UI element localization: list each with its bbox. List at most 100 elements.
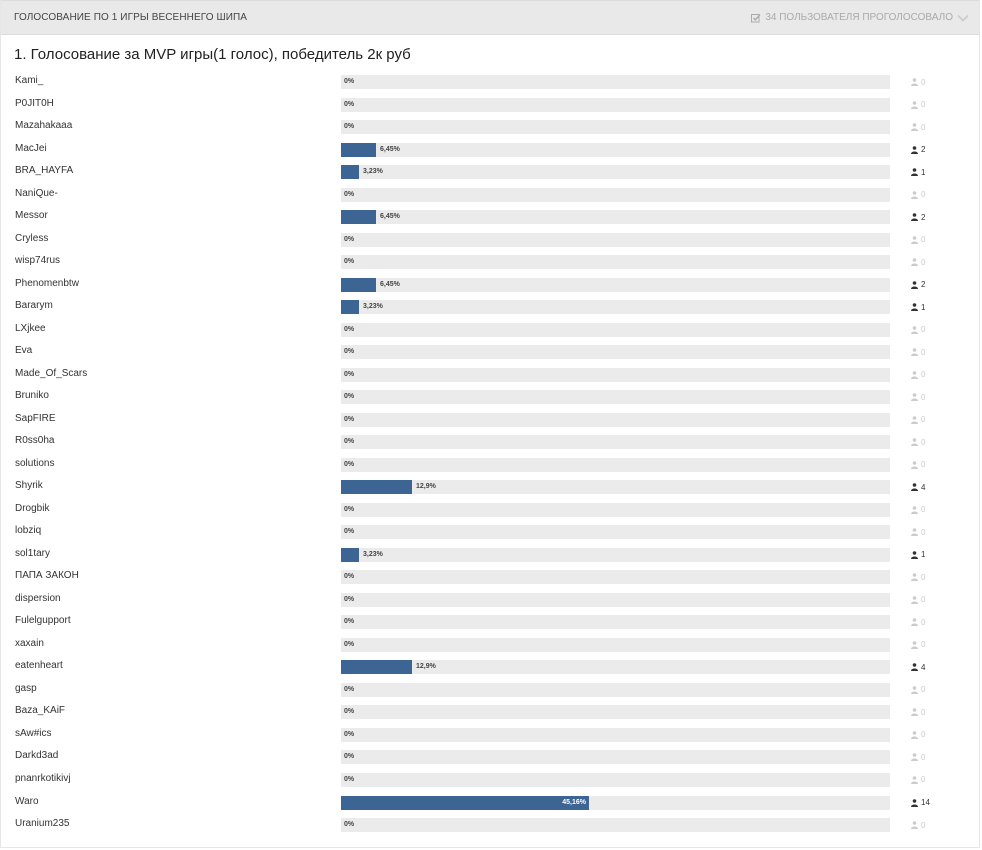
vote-count: 0 <box>911 773 925 787</box>
user-icon <box>911 460 918 469</box>
progress-bar: 0% <box>341 367 890 382</box>
vote-count-value: 4 <box>921 482 926 492</box>
progress-bar: 0% <box>341 727 890 742</box>
poll-option: Messor 6,45% 2 <box>1 207 979 230</box>
option-label: Waro <box>15 795 39 807</box>
progress-bar: 0% <box>341 120 890 135</box>
poll-option: lobziq 0% 0 <box>1 522 979 545</box>
user-icon <box>911 190 918 199</box>
user-icon <box>911 348 918 357</box>
vote-count-value: 0 <box>921 640 926 650</box>
poll-option: Shyrik 12,9% 4 <box>1 477 979 500</box>
vote-count-value: 0 <box>921 392 926 402</box>
progress-bar: 0% <box>341 345 890 360</box>
progress-bar: 0% <box>341 750 890 765</box>
vote-count: 4 <box>911 480 925 494</box>
poll-option: Phenomenbtw 6,45% 2 <box>1 275 979 298</box>
percent-label: 0% <box>344 78 355 85</box>
poll-option: LXjkee 0% 0 <box>1 320 979 343</box>
user-icon <box>911 438 918 447</box>
poll-option: Fulelgupport 0% 0 <box>1 612 979 635</box>
voters-summary: 34 ПОЛЬЗОВАТЕЛЯ ПРОГОЛОСОВАЛО <box>751 12 969 23</box>
vote-count: 0 <box>911 98 925 112</box>
percent-label: 0% <box>344 100 355 108</box>
vote-count-value: 1 <box>921 167 926 177</box>
percent-label: 0% <box>344 415 355 423</box>
vote-count: 0 <box>911 593 925 607</box>
percent-label: 0% <box>344 821 355 829</box>
option-label: Eva <box>15 345 33 357</box>
option-label: xaxain <box>15 637 44 649</box>
poll-option: Bruniko 0% 0 <box>1 387 979 410</box>
progress-bar: 3,23% <box>341 300 890 315</box>
vote-count: 0 <box>911 255 925 269</box>
progress-fill <box>341 142 376 157</box>
user-icon <box>911 123 918 132</box>
progress-bar: 0% <box>341 592 890 607</box>
percent-label: 0% <box>344 573 355 581</box>
vote-count-value: 2 <box>921 145 926 155</box>
progress-bar: 0% <box>341 255 890 270</box>
option-label: Uranium235 <box>15 818 70 830</box>
percent-label: 45,16% <box>562 798 586 806</box>
vote-count-value: 0 <box>921 685 926 695</box>
progress-bar: 0% <box>341 97 890 112</box>
vote-count-value: 1 <box>921 550 926 560</box>
vote-count: 2 <box>911 143 925 157</box>
option-label: BRA_HAYFA <box>15 165 74 177</box>
option-label: Fulelgupport <box>15 615 71 627</box>
option-label: wisp74rus <box>15 255 61 267</box>
poll-option: Made_Of_Scars 0% 0 <box>1 365 979 388</box>
poll-header[interactable]: ГОЛОСОВАНИЕ ПО 1 ИГРЫ ВЕСЕННЕГО ШИПА 34 … <box>1 0 979 35</box>
vote-count-value: 0 <box>921 527 926 537</box>
vote-count: 1 <box>911 300 925 314</box>
option-label: NaniQue- <box>15 187 58 199</box>
percent-label: 0% <box>344 505 355 513</box>
vote-count: 0 <box>911 458 925 472</box>
vote-count-value: 0 <box>921 77 926 87</box>
progress-bar: 0% <box>341 772 890 787</box>
checkbox-icon <box>751 13 761 23</box>
option-label: Kami_ <box>15 75 44 86</box>
option-label: Baza_KAiF <box>15 705 66 717</box>
percent-label: 0% <box>344 640 355 648</box>
progress-bar: 0% <box>341 682 890 697</box>
option-label: Shyrik <box>15 480 43 492</box>
option-label: Made_Of_Scars <box>15 367 88 379</box>
vote-count-value: 0 <box>921 775 926 785</box>
vote-count: 0 <box>911 728 925 742</box>
percent-label: 0% <box>344 235 355 243</box>
poll-option: dispersion 0% 0 <box>1 590 979 613</box>
poll-option: NaniQue- 0% 0 <box>1 185 979 208</box>
percent-label: 0% <box>344 685 355 693</box>
progress-bar: 0% <box>341 457 890 472</box>
progress-bar: 0% <box>341 390 890 405</box>
vote-count-value: 0 <box>921 257 926 267</box>
vote-count: 0 <box>911 75 925 89</box>
option-label: solutions <box>15 457 55 469</box>
vote-count-value: 14 <box>921 798 930 807</box>
vote-count-value: 0 <box>921 347 926 357</box>
poll-option: Kami_ 0% 0 <box>1 72 979 95</box>
percent-label: 3,23% <box>363 168 383 176</box>
percent-label: 0% <box>344 618 355 626</box>
vote-count-value: 2 <box>921 212 926 222</box>
vote-count: 0 <box>911 818 925 832</box>
user-icon <box>911 641 918 649</box>
user-icon <box>911 393 918 402</box>
poll-options: Kami_ 0% 0 P0JIT0H 0% 0 Mazahakaaa 0% 0 MacJei 6,4… <box>1 72 979 838</box>
progress-bar: 0% <box>341 525 890 540</box>
vote-count: 14 <box>911 796 930 810</box>
progress-bar: 12,9% <box>341 480 890 495</box>
percent-label: 12,9% <box>416 483 436 491</box>
user-icon <box>911 415 918 424</box>
progress-fill <box>341 547 359 562</box>
option-label: sAw#ics <box>15 727 52 739</box>
user-icon <box>911 731 918 739</box>
user-icon <box>911 618 918 627</box>
option-label: MacJei <box>15 142 47 154</box>
option-label: Drogbik <box>15 502 50 514</box>
voters-count-label: 34 ПОЛЬЗОВАТЕЛЯ ПРОГОЛОСОВАЛО <box>765 12 953 23</box>
option-label: gasp <box>15 682 37 694</box>
chevron-down-icon[interactable] <box>957 13 969 23</box>
